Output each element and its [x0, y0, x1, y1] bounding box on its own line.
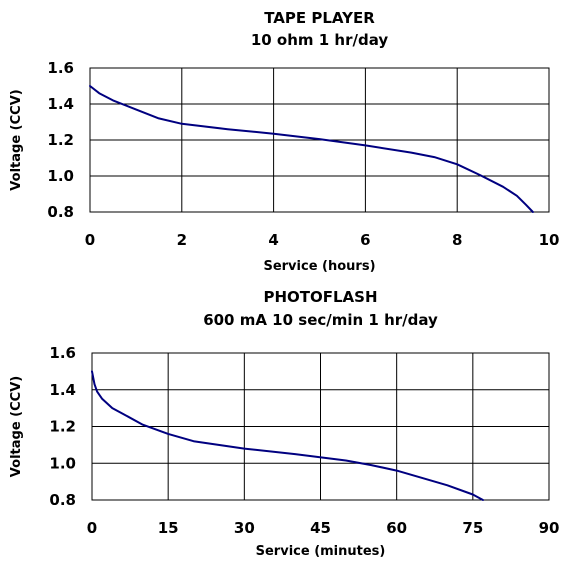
plot-frame — [89, 67, 550, 213]
x-axis-label: Service (hours) — [263, 259, 375, 274]
plot-frame — [91, 352, 550, 501]
x-axis-label: Service (minutes) — [256, 544, 386, 559]
y-tick-label: 1.0 — [49, 454, 76, 472]
x-tick-label: 8 — [452, 231, 462, 249]
x-tick-label: 0 — [87, 519, 97, 537]
x-tick-label: 75 — [462, 519, 483, 537]
y-tick-label: 1.2 — [47, 131, 74, 149]
y-tick-label: 1.6 — [49, 344, 76, 362]
x-tick-label: 2 — [177, 231, 187, 249]
y-axis-label: Voltage (CCV) — [9, 376, 24, 477]
chart-title: TAPE PLAYER — [264, 9, 375, 27]
discharge-curve-line — [89, 85, 534, 213]
x-tick-label: 45 — [310, 519, 331, 537]
x-tick-label: 90 — [539, 519, 560, 537]
x-tick-label: 4 — [268, 231, 278, 249]
y-tick-label: 1.4 — [47, 95, 74, 113]
y-tick-label: 1.6 — [47, 59, 74, 77]
chart-subtitle: 600 mA 10 sec/min 1 hr/day — [203, 311, 438, 329]
y-tick-label: 1.4 — [49, 381, 76, 399]
discharge-curve-line — [91, 370, 484, 501]
y-tick-label: 1.0 — [47, 167, 74, 185]
x-tick-label: 30 — [234, 519, 255, 537]
x-tick-label: 60 — [386, 519, 407, 537]
y-tick-label: 1.2 — [49, 418, 76, 436]
y-axis-label: Voltage (CCV) — [9, 89, 24, 190]
x-tick-label: 6 — [360, 231, 370, 249]
chart-subtitle: 10 ohm 1 hr/day — [251, 31, 389, 49]
x-tick-label: 15 — [158, 519, 179, 537]
y-tick-label: 0.8 — [49, 491, 76, 509]
chart-title: PHOTOFLASH — [263, 288, 377, 306]
x-tick-label: 10 — [539, 231, 560, 249]
x-tick-label: 0 — [85, 231, 95, 249]
y-tick-label: 0.8 — [47, 203, 74, 221]
